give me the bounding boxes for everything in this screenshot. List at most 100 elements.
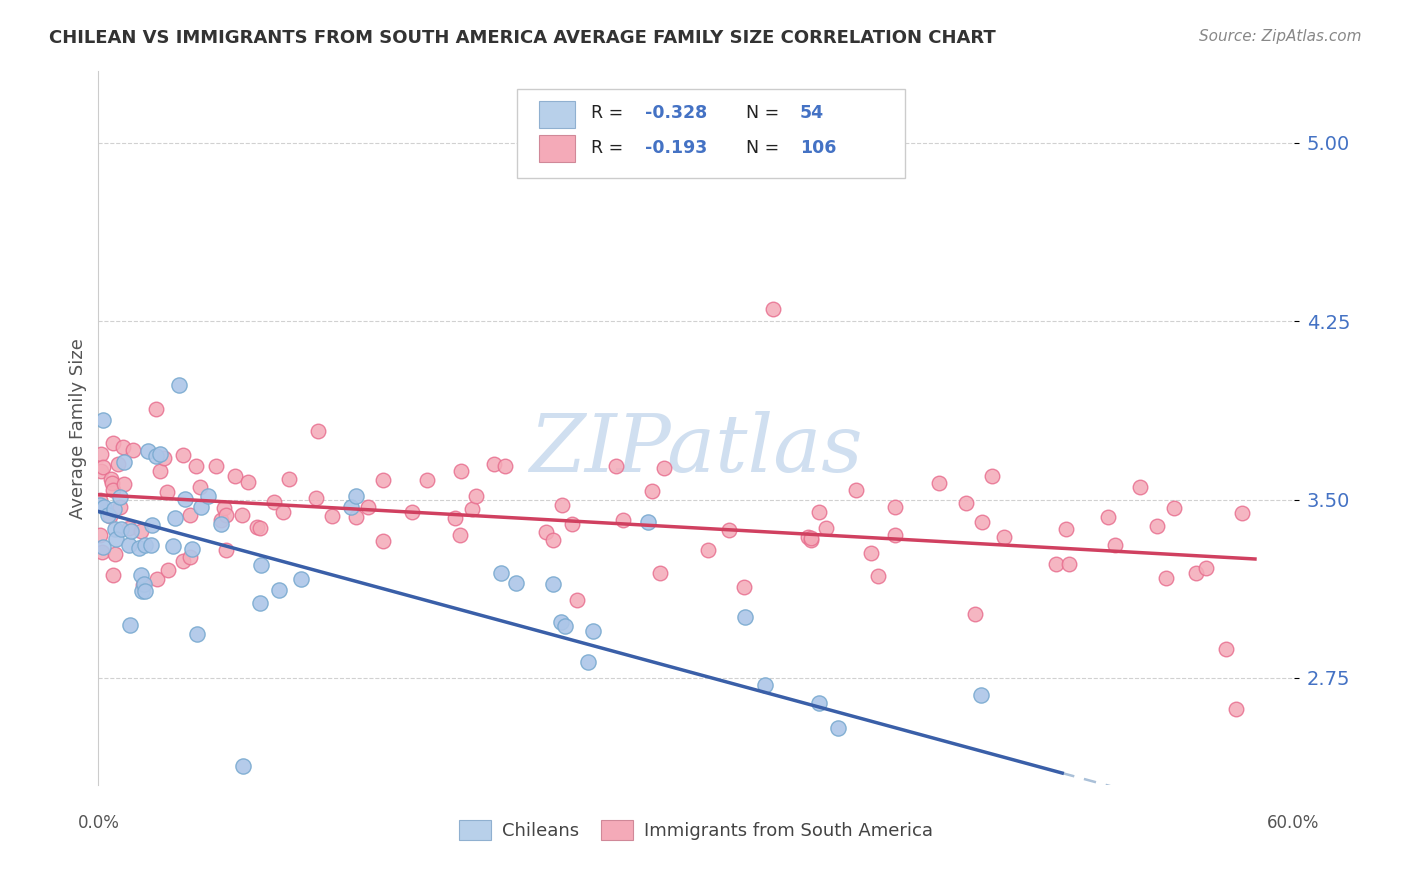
Point bbox=[582, 624, 605, 639]
Point bbox=[104, 522, 127, 536]
Text: Source: ZipAtlas.com: Source: ZipAtlas.com bbox=[1198, 29, 1361, 45]
Point bbox=[762, 302, 785, 317]
Point bbox=[131, 524, 153, 539]
Point bbox=[1154, 571, 1177, 585]
Point bbox=[110, 490, 132, 504]
Point bbox=[551, 499, 574, 513]
Point bbox=[249, 596, 271, 610]
Point bbox=[981, 469, 1004, 483]
Point bbox=[1054, 522, 1077, 536]
Point bbox=[972, 515, 994, 529]
Point bbox=[815, 521, 838, 535]
Point bbox=[866, 569, 889, 583]
Point bbox=[928, 475, 950, 490]
Point bbox=[188, 480, 211, 494]
Point bbox=[112, 455, 135, 469]
Point bbox=[734, 609, 756, 624]
Point bbox=[717, 524, 740, 538]
Point bbox=[565, 592, 588, 607]
Point bbox=[273, 505, 295, 519]
Point bbox=[134, 583, 156, 598]
Point bbox=[340, 500, 363, 514]
Point bbox=[118, 521, 141, 535]
Point bbox=[165, 511, 187, 525]
Point bbox=[100, 472, 122, 486]
FancyBboxPatch shape bbox=[517, 89, 905, 178]
Point bbox=[231, 508, 253, 522]
Point bbox=[307, 424, 329, 438]
Point bbox=[118, 538, 141, 552]
Point bbox=[224, 469, 246, 483]
Point bbox=[238, 475, 260, 489]
Point bbox=[105, 532, 128, 546]
Point bbox=[112, 477, 135, 491]
Text: N =: N = bbox=[747, 139, 785, 157]
Point bbox=[209, 517, 232, 532]
Point bbox=[146, 573, 169, 587]
Point bbox=[1045, 557, 1067, 571]
Point bbox=[993, 530, 1015, 544]
Point bbox=[800, 533, 823, 547]
Point bbox=[90, 464, 112, 478]
Point bbox=[214, 508, 236, 522]
Point bbox=[138, 444, 160, 458]
Point bbox=[277, 472, 299, 486]
Point bbox=[1146, 518, 1168, 533]
Point bbox=[1232, 506, 1254, 520]
Point bbox=[652, 460, 675, 475]
Point bbox=[733, 580, 755, 594]
Point bbox=[963, 607, 986, 621]
Point bbox=[132, 576, 155, 591]
Point bbox=[465, 490, 488, 504]
Point bbox=[401, 505, 423, 519]
Point bbox=[641, 483, 664, 498]
Point bbox=[484, 457, 506, 471]
Text: CHILEAN VS IMMIGRANTS FROM SOUTH AMERICA AVERAGE FAMILY SIZE CORRELATION CHART: CHILEAN VS IMMIGRANTS FROM SOUTH AMERICA… bbox=[49, 29, 995, 47]
Point bbox=[145, 449, 167, 463]
Point bbox=[534, 524, 557, 539]
Point bbox=[344, 510, 367, 524]
Point bbox=[186, 626, 208, 640]
Point bbox=[612, 513, 634, 527]
Point bbox=[110, 522, 132, 536]
Point bbox=[845, 483, 868, 498]
Point bbox=[169, 378, 191, 392]
Point bbox=[450, 464, 472, 478]
Point bbox=[98, 508, 121, 523]
Point bbox=[101, 483, 124, 498]
Point bbox=[145, 402, 167, 417]
Point bbox=[91, 540, 114, 554]
Point bbox=[132, 578, 155, 592]
Point bbox=[1097, 510, 1119, 524]
Point bbox=[489, 566, 512, 580]
Point bbox=[186, 458, 208, 473]
Point bbox=[1185, 566, 1208, 581]
Point bbox=[197, 489, 219, 503]
Point bbox=[650, 566, 672, 580]
Text: 106: 106 bbox=[800, 139, 837, 157]
Point bbox=[139, 538, 162, 552]
Point bbox=[91, 544, 114, 558]
Point bbox=[149, 464, 172, 478]
Point bbox=[156, 563, 179, 577]
Point bbox=[263, 494, 285, 508]
Point bbox=[90, 447, 112, 461]
Point bbox=[108, 500, 131, 514]
Point bbox=[101, 436, 124, 450]
Point bbox=[290, 572, 312, 586]
Point bbox=[884, 500, 907, 515]
Text: -0.193: -0.193 bbox=[644, 139, 707, 157]
Point bbox=[89, 528, 111, 542]
Point bbox=[174, 492, 197, 507]
Point bbox=[212, 501, 235, 516]
Point bbox=[443, 510, 465, 524]
Point bbox=[162, 539, 184, 553]
Point bbox=[131, 583, 153, 598]
Point bbox=[149, 447, 172, 461]
Text: N =: N = bbox=[747, 104, 785, 122]
Legend: Chileans, Immigrants from South America: Chileans, Immigrants from South America bbox=[451, 813, 941, 847]
Point bbox=[1057, 558, 1080, 572]
Y-axis label: Average Family Size: Average Family Size bbox=[69, 338, 87, 518]
Point bbox=[156, 484, 179, 499]
Point bbox=[305, 491, 328, 505]
